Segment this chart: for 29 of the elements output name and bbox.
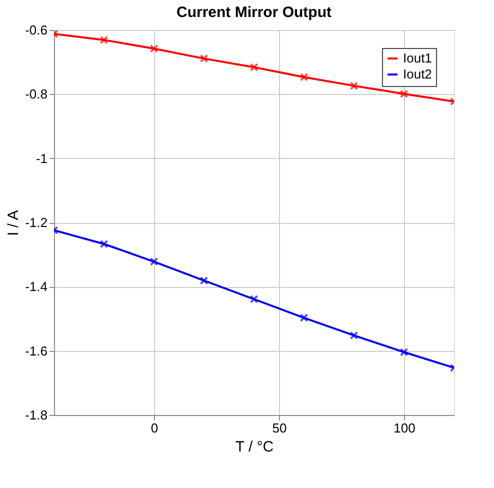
point [200, 276, 208, 285]
y-tick-label: -1.4 [25, 279, 48, 294]
point [250, 295, 258, 304]
y-tick-label: -1.8 [25, 408, 48, 422]
x-tick-label: 50 [272, 420, 287, 436]
point [250, 63, 258, 72]
chart-title: Current Mirror Output [176, 4, 332, 21]
x-tick-label: 100 [394, 420, 416, 436]
point [150, 44, 158, 53]
point [300, 314, 308, 322]
y-tick-label: -0.8 [25, 86, 48, 102]
legend-label: Iout2 [403, 66, 432, 82]
point [400, 90, 408, 98]
point [300, 73, 308, 82]
y-tick-label: -1.6 [25, 343, 48, 358]
point [100, 36, 108, 44]
point [350, 82, 358, 90]
y-tick-label: -0.6 [25, 22, 48, 38]
y-tick-label: -1 [36, 150, 48, 166]
legend-label: Iout1 [403, 50, 432, 66]
y-axis-title: I / A [5, 210, 22, 236]
y-tick-label: -1.2 [25, 215, 48, 230]
point [350, 331, 358, 340]
point [200, 54, 208, 63]
point [400, 348, 408, 356]
x-tick-label: 0 [150, 420, 158, 436]
x-axis-title: T / °C [235, 438, 274, 456]
point [100, 240, 108, 248]
point [150, 257, 158, 266]
